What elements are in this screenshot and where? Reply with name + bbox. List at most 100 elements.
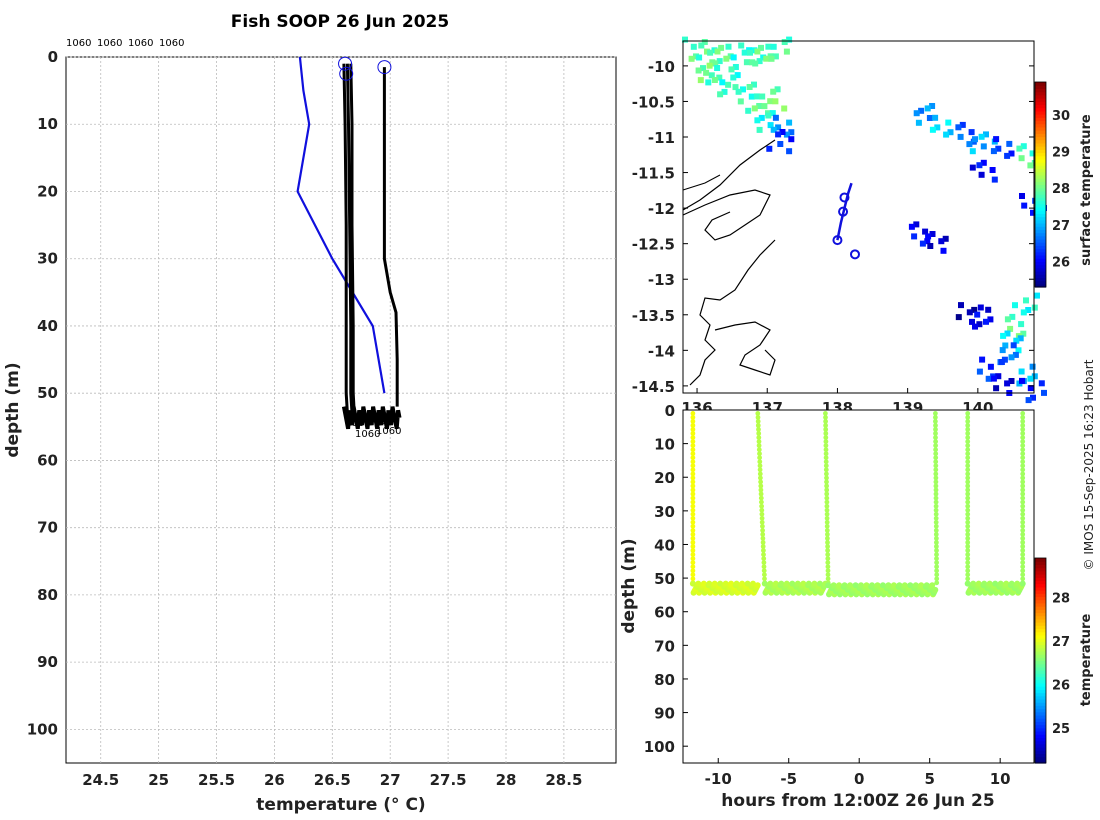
dive-point [965, 487, 971, 493]
sst-cell [741, 49, 748, 56]
dive-point [933, 427, 938, 432]
sst-cell [1004, 380, 1011, 387]
sst-cell [1008, 378, 1015, 384]
temperature-colorbar: 25 26 27 28 [1034, 557, 1070, 764]
profile-xtick-label: 26 [264, 771, 285, 789]
dive-point [758, 475, 763, 481]
sst-colorbar-label: surface temperature [1079, 114, 1094, 266]
dive-point [965, 528, 971, 533]
sst-cell [945, 119, 952, 126]
dive-point [690, 419, 696, 424]
sst-colorbar-step [1035, 267, 1046, 272]
sst-cell [775, 124, 782, 131]
sst-cell [1038, 380, 1045, 387]
temperature-colorbar-step [1035, 641, 1046, 646]
dive-point [1020, 528, 1026, 533]
ship-track-marker [849, 249, 860, 260]
temperature-colorbar-step [1035, 682, 1046, 687]
map-ytick-label: -14 [648, 342, 675, 360]
dive-point [757, 467, 763, 473]
dive-point [690, 511, 696, 517]
sst-cell [957, 133, 964, 140]
sst-cell [786, 119, 793, 126]
temperature-colorbar-tick-label: 27 [1052, 635, 1070, 650]
dive-point [758, 483, 764, 489]
sst-cell [769, 110, 776, 117]
sst-cell [976, 368, 983, 375]
profile-plot-frame [65, 56, 617, 764]
dive-point [690, 435, 696, 440]
sst-cell [1020, 330, 1027, 337]
sst-colorbar-tick-label: 26 [1052, 255, 1070, 270]
sst-cell [993, 136, 1000, 143]
dive-point [965, 536, 971, 541]
profile-tick-labels: 24.5 25 25.5 26 26.5 27 27.5 28 28.5 0 10 20 30 40 50 6… [27, 48, 583, 789]
dive-point [690, 479, 696, 485]
sst-cell [788, 136, 795, 143]
temperature-colorbar-step [1035, 746, 1046, 751]
sst-cell [972, 323, 978, 330]
dive-point [933, 423, 938, 428]
temperature-colorbar-step [1035, 708, 1046, 713]
sst-cell [1008, 354, 1015, 361]
dive-point [825, 560, 831, 565]
sst-colorbar-step [1035, 280, 1046, 285]
sst-cell [1023, 297, 1029, 304]
profile-ytick-label: 50 [37, 384, 58, 402]
dive-point [965, 511, 971, 517]
dive-point [755, 419, 761, 424]
dive-point [690, 491, 696, 497]
profile-ytick-label: 20 [37, 182, 58, 200]
dive-point [933, 487, 939, 493]
dive-point [934, 552, 939, 557]
temperature-colorbar-label: temperature [1079, 614, 1094, 707]
sst-colorbar-step [1035, 261, 1046, 266]
temperature-colorbar-step [1035, 714, 1046, 719]
dive-point [1020, 544, 1026, 549]
temperature-colorbar-step [1035, 615, 1046, 620]
sst-cell [955, 124, 962, 131]
dive-point [965, 572, 971, 578]
temperature-colorbar-step [1035, 759, 1046, 764]
dive-point [760, 536, 766, 541]
dive-point [758, 487, 764, 493]
dive-point [933, 491, 939, 497]
sst-cell [1020, 143, 1027, 150]
dive-point [824, 495, 830, 501]
sst-cell [768, 55, 775, 62]
sst-cell [929, 126, 936, 133]
temperature-colorbar-step [1035, 612, 1046, 617]
dive-point [690, 427, 696, 432]
dive-point [1020, 419, 1026, 424]
dive-point [1020, 552, 1026, 557]
dive-point [824, 519, 830, 525]
sst-cell [690, 43, 697, 50]
dive-point [690, 451, 696, 457]
dive-point [759, 519, 765, 525]
sst-colorbar-tick-label: 29 [1052, 146, 1070, 161]
sst-cell [1016, 145, 1023, 152]
dive-point [690, 447, 696, 453]
sst-cell [1025, 307, 1032, 313]
dive-point [756, 443, 762, 448]
sst-cell [990, 375, 997, 382]
temperature-colorbar-step [1035, 558, 1046, 562]
dive-point [934, 580, 940, 586]
map-ytick-label: -14.5 [632, 378, 675, 396]
sst-cell [745, 107, 752, 114]
sst-cell [735, 88, 742, 95]
sst-cell [783, 48, 790, 55]
dive-point [760, 544, 766, 549]
dive-point [1020, 423, 1026, 428]
dive-point [934, 560, 939, 565]
sst-cell [783, 131, 790, 138]
sst-colorbar-step [1035, 245, 1046, 250]
sst-cell [738, 42, 745, 49]
temperature-colorbar-step [1035, 574, 1046, 578]
sst-cell [971, 306, 978, 313]
sst-cell [730, 54, 737, 61]
temperature-colorbar-step [1035, 743, 1046, 748]
sst-cell [987, 316, 994, 323]
sst-cell [716, 58, 723, 65]
td-ytick-label: 70 [654, 637, 675, 655]
